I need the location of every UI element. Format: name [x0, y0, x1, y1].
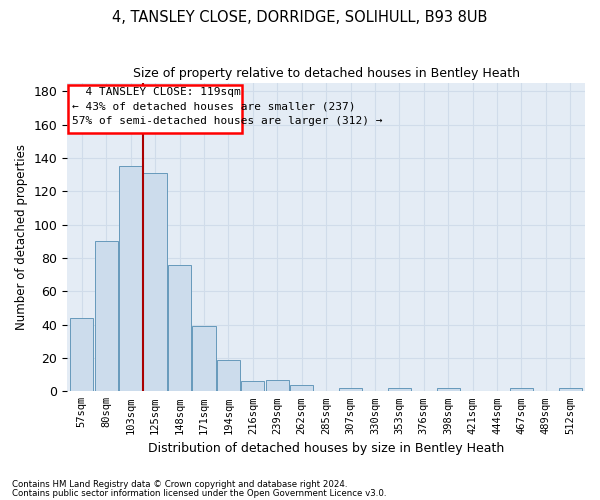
- Bar: [95, 242, 118, 392]
- Text: 4, TANSLEY CLOSE, DORRIDGE, SOLIHULL, B93 8UB: 4, TANSLEY CLOSE, DORRIDGE, SOLIHULL, B9…: [112, 10, 488, 25]
- Text: Contains public sector information licensed under the Open Government Licence v3: Contains public sector information licen…: [12, 488, 386, 498]
- FancyBboxPatch shape: [68, 84, 242, 133]
- Title: Size of property relative to detached houses in Bentley Heath: Size of property relative to detached ho…: [133, 68, 520, 80]
- Bar: [241, 382, 265, 392]
- Bar: [388, 388, 411, 392]
- Bar: [510, 388, 533, 392]
- Text: Contains HM Land Registry data © Crown copyright and database right 2024.: Contains HM Land Registry data © Crown c…: [12, 480, 347, 489]
- Y-axis label: Number of detached properties: Number of detached properties: [15, 144, 28, 330]
- Bar: [143, 173, 167, 392]
- Bar: [70, 318, 94, 392]
- Bar: [119, 166, 142, 392]
- Bar: [290, 384, 313, 392]
- Bar: [193, 326, 215, 392]
- Text: ← 43% of detached houses are smaller (237): ← 43% of detached houses are smaller (23…: [72, 102, 356, 112]
- X-axis label: Distribution of detached houses by size in Bentley Heath: Distribution of detached houses by size …: [148, 442, 504, 455]
- Bar: [168, 264, 191, 392]
- Text: 4 TANSLEY CLOSE: 119sqm: 4 TANSLEY CLOSE: 119sqm: [72, 87, 241, 97]
- Bar: [266, 380, 289, 392]
- Bar: [559, 388, 582, 392]
- Bar: [217, 360, 240, 392]
- Text: 57% of semi-detached houses are larger (312) →: 57% of semi-detached houses are larger (…: [72, 116, 383, 126]
- Bar: [437, 388, 460, 392]
- Bar: [339, 388, 362, 392]
